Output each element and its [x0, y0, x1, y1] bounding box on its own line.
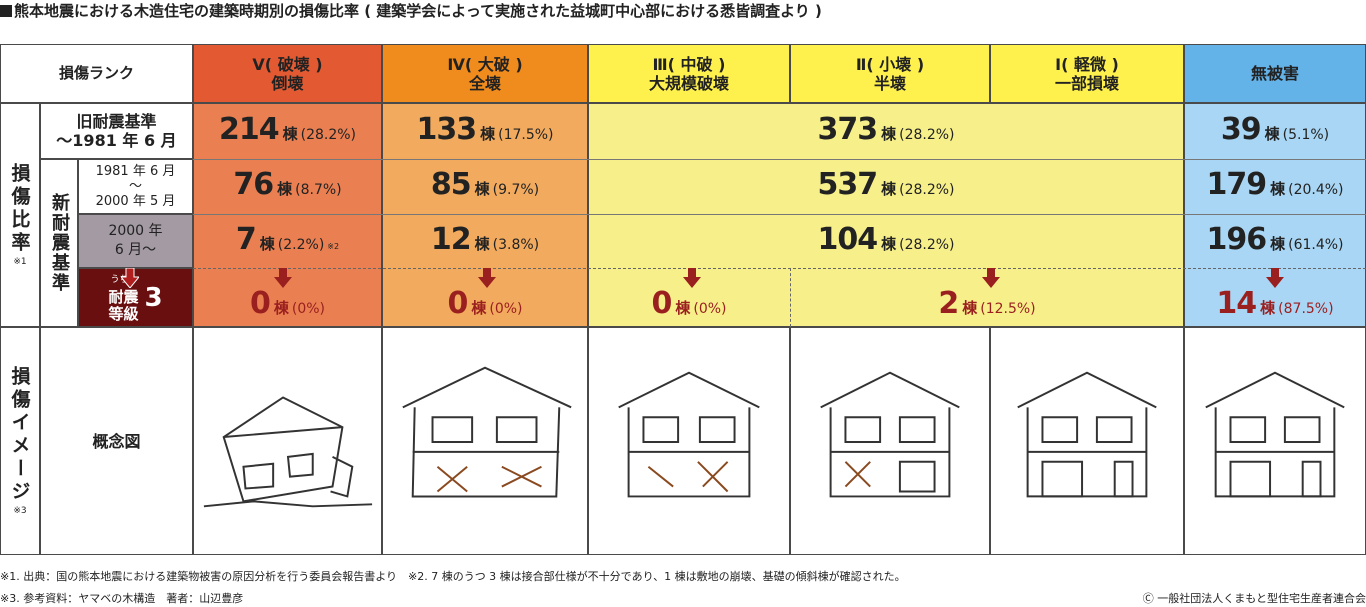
rank-iv-header: Ⅳ( 大破 ) 全壊 — [382, 44, 588, 103]
value-mid-iv: 85 棟 (9.7%) — [430, 167, 540, 202]
period-1981-2000-label: 1981 年 6 月 〜 2000 年 5 月 — [78, 159, 193, 214]
value-old-mid: 373 棟 (28.2%) — [817, 112, 955, 147]
ratio-side-label: 損傷比率 ※1 — [0, 103, 40, 327]
arrow-down-icon — [1266, 268, 1284, 288]
footnote-1-2: ※1. 出典：国の熊本地震における建築物被害の原因分析を行う委員会報告書より ※… — [0, 570, 906, 583]
value-new-v: 7 棟 (2.2%) ※2 — [235, 222, 340, 257]
rank-header-label: 損傷ランク — [0, 44, 193, 103]
value-taikyu-none: 14 棟 (87.5%) — [1216, 286, 1334, 321]
value-new-none: 196 棟 (61.4%) — [1206, 222, 1344, 257]
rank-i-header: Ⅰ( 軽微 ) 一部損壊 — [990, 44, 1184, 103]
rank-ii-header: Ⅱ( 小壊 ) 半壊 — [790, 44, 990, 103]
rank-none-header: 無被害 — [1184, 44, 1366, 103]
footnote-3: ※3. 参考資料：ヤマベの木構造 著者：山辺豊彦 — [0, 592, 244, 605]
house-collapsed-icon — [193, 327, 382, 555]
concept-diagram-label: 概念図 — [40, 327, 193, 555]
value-mid-v: 76 棟 (8.7%) — [233, 167, 342, 202]
house-minor-damage-icon — [990, 327, 1184, 555]
arrow-down-icon — [121, 268, 139, 288]
shin-standard-label: 新耐震基準 — [40, 159, 78, 327]
value-mid-none: 179 棟 (20.4%) — [1206, 167, 1344, 202]
image-side-label: 損傷イメージ ※3 — [0, 327, 40, 555]
house-no-damage-icon — [1184, 327, 1366, 555]
page-title: 熊本地震における木造住宅の建築時期別の損傷比率 ( 建築学会によって実施された益… — [0, 0, 1366, 22]
value-old-iv: 133 棟 (17.5%) — [416, 112, 554, 147]
value-old-v: 214 棟 (28.2%) — [218, 112, 357, 147]
arrow-down-icon — [478, 268, 496, 288]
value-taikyu-v: 0 棟 (0%) — [249, 286, 326, 321]
rank-iii-header: Ⅲ( 中破 ) 大規模破壊 — [588, 44, 790, 103]
house-moderate-damage-icon — [790, 327, 990, 555]
arrow-down-icon — [683, 268, 701, 288]
value-new-mid: 104 棟 (28.2%) — [817, 222, 955, 257]
house-destroyed-icon — [382, 327, 588, 555]
period-2000-label: 2000 年 6 月〜 — [78, 214, 193, 268]
arrow-down-icon — [982, 268, 1000, 288]
value-taikyu-iii: 0 棟 (0%) — [651, 286, 727, 321]
value-taikyu-iv: 0 棟 (0%) — [447, 286, 523, 321]
rank-v-header: Ⅴ( 破壊 ) 倒壊 — [193, 44, 382, 103]
value-new-iv: 12 棟 (3.8%) — [430, 222, 540, 257]
house-major-damage-icon — [588, 327, 790, 555]
value-taikyu-ii-i: 2 棟 (12.5%) — [938, 286, 1036, 321]
old-standard-label: 旧耐震基準 〜1981 年 6 月 — [40, 103, 193, 159]
value-old-none: 39 棟 (5.1%) — [1220, 112, 1330, 147]
value-mid-mid: 537 棟 (28.2%) — [817, 167, 955, 202]
arrow-down-icon — [274, 268, 292, 288]
copyright: Ⓒ 一般社団法人くまもと型住宅生産者連合会 — [1142, 592, 1366, 605]
